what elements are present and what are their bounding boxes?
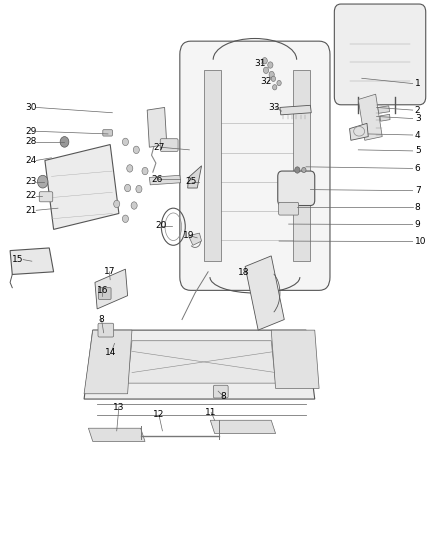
Bar (204, 70, 221, 261)
FancyBboxPatch shape (213, 385, 228, 398)
Polygon shape (149, 175, 181, 185)
Circle shape (268, 62, 273, 68)
Circle shape (60, 136, 69, 147)
Circle shape (131, 202, 137, 209)
Text: 15: 15 (12, 255, 24, 264)
Polygon shape (280, 106, 311, 115)
FancyBboxPatch shape (103, 130, 113, 136)
Circle shape (122, 215, 128, 222)
Circle shape (136, 185, 142, 193)
FancyBboxPatch shape (160, 139, 178, 151)
Text: 29: 29 (25, 127, 37, 136)
Text: 17: 17 (103, 268, 115, 276)
Text: 8: 8 (99, 315, 104, 324)
Text: 26: 26 (151, 174, 162, 183)
Polygon shape (95, 269, 127, 309)
Polygon shape (10, 248, 53, 274)
Circle shape (269, 71, 274, 78)
Text: 23: 23 (25, 177, 37, 186)
Text: 24: 24 (25, 156, 37, 165)
Text: 21: 21 (25, 206, 37, 215)
Polygon shape (350, 123, 368, 140)
Text: 14: 14 (106, 349, 117, 358)
Circle shape (142, 167, 148, 175)
Circle shape (263, 67, 268, 74)
Polygon shape (187, 166, 201, 188)
Text: 25: 25 (185, 177, 196, 186)
Text: 18: 18 (238, 268, 250, 277)
Circle shape (277, 80, 281, 86)
Text: 8: 8 (220, 392, 226, 401)
Text: 31: 31 (254, 59, 266, 68)
Polygon shape (188, 233, 201, 245)
FancyBboxPatch shape (278, 171, 315, 206)
Polygon shape (358, 94, 382, 140)
Polygon shape (84, 330, 132, 394)
Text: 7: 7 (415, 186, 420, 195)
Text: 4: 4 (415, 131, 420, 140)
Text: 10: 10 (415, 237, 426, 246)
Circle shape (133, 146, 139, 154)
Polygon shape (210, 420, 276, 433)
Polygon shape (245, 256, 284, 330)
Polygon shape (378, 106, 390, 114)
Text: 9: 9 (415, 220, 420, 229)
Text: 33: 33 (268, 103, 280, 112)
Text: 19: 19 (183, 231, 194, 240)
Circle shape (127, 165, 133, 172)
Polygon shape (271, 330, 319, 389)
Circle shape (271, 76, 276, 82)
FancyBboxPatch shape (98, 323, 114, 337)
Text: 8: 8 (415, 203, 420, 212)
Circle shape (122, 138, 128, 146)
Text: 6: 6 (415, 164, 420, 173)
Polygon shape (127, 341, 276, 383)
Text: 12: 12 (153, 410, 165, 419)
Text: 32: 32 (261, 77, 272, 86)
Polygon shape (147, 108, 167, 147)
Circle shape (262, 58, 267, 64)
Text: 16: 16 (97, 286, 108, 295)
Circle shape (38, 175, 48, 188)
Text: 13: 13 (113, 402, 125, 411)
Polygon shape (45, 144, 119, 229)
Polygon shape (88, 428, 145, 441)
Circle shape (272, 85, 277, 90)
Circle shape (302, 167, 306, 173)
Circle shape (295, 167, 300, 173)
Text: 3: 3 (415, 114, 420, 123)
Polygon shape (380, 114, 390, 121)
Text: 27: 27 (153, 143, 165, 152)
FancyBboxPatch shape (180, 41, 330, 290)
Text: 5: 5 (415, 147, 420, 156)
Circle shape (114, 200, 120, 208)
Text: 28: 28 (25, 138, 37, 147)
FancyBboxPatch shape (334, 4, 426, 105)
FancyBboxPatch shape (99, 288, 111, 300)
Bar (293, 70, 311, 261)
Text: 11: 11 (205, 408, 217, 417)
Circle shape (124, 184, 131, 192)
Text: 1: 1 (415, 79, 420, 88)
Text: 30: 30 (25, 103, 37, 112)
FancyBboxPatch shape (39, 192, 53, 202)
Text: 2: 2 (415, 106, 420, 115)
Text: 20: 20 (155, 221, 167, 230)
Polygon shape (84, 330, 315, 399)
Text: 22: 22 (25, 191, 37, 200)
FancyBboxPatch shape (279, 203, 299, 215)
